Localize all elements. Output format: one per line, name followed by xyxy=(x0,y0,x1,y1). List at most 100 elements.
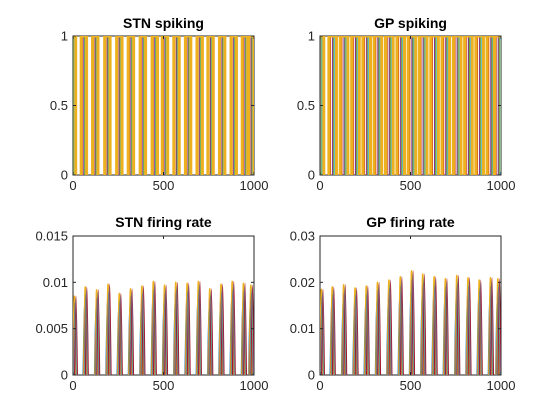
rate-curve xyxy=(243,282,248,375)
burst-mark xyxy=(183,36,193,175)
burst-mark xyxy=(474,36,485,175)
burst-mark xyxy=(463,36,474,175)
burst-mark xyxy=(150,36,160,175)
peak-mark xyxy=(195,280,202,375)
burst-outline xyxy=(338,36,350,175)
burst-mark xyxy=(172,36,181,175)
burst-outline xyxy=(172,36,181,175)
rate-curve xyxy=(411,270,416,375)
x-tick-label: 0 xyxy=(316,178,323,193)
peak-mark xyxy=(442,277,449,375)
burst-outline xyxy=(247,36,254,175)
burst-outline xyxy=(384,36,395,175)
burst-outline xyxy=(115,36,124,175)
peak-mark xyxy=(93,288,101,375)
chart-title: STN firing rate xyxy=(115,214,212,230)
burst-outline xyxy=(126,36,136,175)
burst-mark xyxy=(417,36,429,175)
burst-outline xyxy=(492,36,501,175)
burst-outline xyxy=(327,36,338,175)
peak-mark xyxy=(363,285,370,375)
burst-outline xyxy=(429,36,440,175)
burst-outline xyxy=(79,36,89,175)
burst-mark xyxy=(160,36,170,175)
burst-mark xyxy=(395,36,407,175)
rate-curve xyxy=(321,288,325,375)
peak-mark xyxy=(229,280,236,375)
burst-mark xyxy=(79,36,89,175)
peak-mark xyxy=(454,274,461,375)
peak-mark xyxy=(408,269,416,375)
rate-curve xyxy=(354,287,359,375)
rate-curve xyxy=(490,277,495,375)
burst-outline xyxy=(150,36,160,175)
burst-mark xyxy=(115,36,124,175)
burst-outline xyxy=(206,36,215,175)
peak-mark xyxy=(386,279,393,375)
y-tick-label: 0 xyxy=(61,168,68,183)
burst-mark xyxy=(206,36,215,175)
peak-mark xyxy=(487,276,495,375)
chart-title: GP firing rate xyxy=(366,214,455,230)
burst-mark xyxy=(429,36,440,175)
rate-curve xyxy=(365,285,370,375)
series-layer xyxy=(320,269,501,375)
x-tick-label: 500 xyxy=(153,178,175,193)
chart-title: GP spiking xyxy=(374,15,447,31)
burst-outline xyxy=(395,36,407,175)
burst-outline xyxy=(361,36,372,175)
burst-outline xyxy=(417,36,429,175)
peak-mark xyxy=(420,273,427,375)
rate-curve xyxy=(198,280,202,375)
burst-outline xyxy=(406,36,418,175)
peak-mark xyxy=(374,281,382,375)
y-tick-label: 0.015 xyxy=(35,229,68,244)
rate-curve xyxy=(456,274,461,375)
tick-layer: 0 500 1000 0 0.01 0.02 0.03 xyxy=(290,229,516,394)
rate-curve xyxy=(164,284,169,375)
burst-outline xyxy=(463,36,474,175)
rate-curve xyxy=(175,281,180,375)
burst-mark xyxy=(229,36,238,175)
rate-curve xyxy=(84,286,89,375)
y-tick-label: 0.5 xyxy=(297,98,315,113)
burst-mark xyxy=(217,36,227,175)
rate-curve xyxy=(220,283,225,375)
y-tick-label: 0.5 xyxy=(50,98,68,113)
peak-mark xyxy=(161,284,169,375)
burst-mark xyxy=(372,36,384,175)
rate-curve xyxy=(331,286,336,375)
x-tick-label: 0 xyxy=(69,378,76,393)
burst-outline xyxy=(183,36,193,175)
series-layer xyxy=(73,36,254,175)
x-tick-label: 0 xyxy=(316,378,323,393)
rate-curve xyxy=(343,284,348,375)
rate-curve xyxy=(467,277,472,375)
rate-curve xyxy=(107,283,112,375)
tick-layer: 0 500 1000 0 0.5 1 xyxy=(50,29,269,194)
y-tick-label: 0.005 xyxy=(35,321,68,336)
burst-outline xyxy=(451,36,463,175)
burst-mark xyxy=(384,36,395,175)
y-tick-label: 1 xyxy=(308,29,315,44)
rate-curve xyxy=(186,282,191,375)
rate-curve xyxy=(399,276,404,375)
y-tick-label: 1 xyxy=(61,29,68,44)
rate-curve xyxy=(118,292,123,375)
burst-outline xyxy=(195,36,204,175)
tick-layer: 0 500 1000 0 0.5 1 xyxy=(297,29,516,194)
peak-mark xyxy=(139,285,146,375)
y-tick-label: 0.01 xyxy=(290,321,315,336)
burst-mark xyxy=(350,36,361,175)
peak-mark xyxy=(240,282,248,375)
subplot-gp-spiking: 0 500 1000 0 0.5 1 GP spiking xyxy=(297,15,516,193)
peak-mark xyxy=(397,275,404,375)
peak-mark xyxy=(465,276,472,375)
rate-curve xyxy=(152,280,157,375)
x-tick-label: 500 xyxy=(153,378,175,393)
burst-mark xyxy=(406,36,418,175)
y-tick-label: 0.02 xyxy=(290,275,315,290)
rate-curve xyxy=(96,289,101,375)
burst-mark xyxy=(361,36,372,175)
